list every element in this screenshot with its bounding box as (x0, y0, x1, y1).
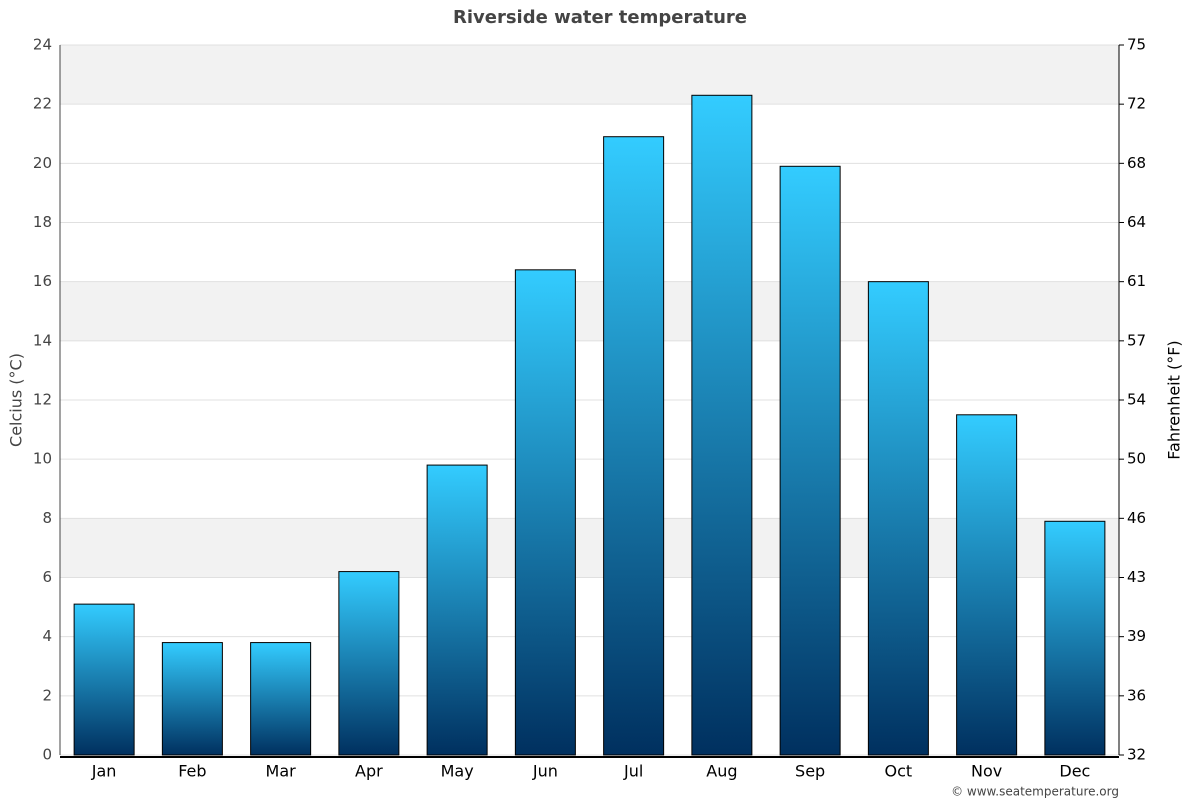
y2-tick-label: 46 (1127, 509, 1146, 527)
y-tick-label: 12 (33, 391, 52, 409)
x-tick-label: Apr (355, 762, 383, 781)
y-tick-label: 24 (33, 36, 52, 54)
grid-band (60, 45, 1119, 105)
y2-tick-label: 43 (1127, 568, 1146, 586)
bar (691, 94, 753, 756)
y2-tick-label: 54 (1127, 391, 1146, 409)
y2-tick-label: 64 (1127, 213, 1146, 231)
y2-tick-label: 39 (1127, 627, 1146, 645)
y-tick-label: 6 (42, 568, 52, 586)
y-tick-label: 16 (33, 272, 52, 290)
y2-tick-label: 36 (1127, 686, 1146, 704)
chart-title: Riverside water temperature (453, 7, 747, 28)
grid-band (60, 518, 1119, 578)
x-tick-label: Oct (885, 762, 913, 781)
y2-tick-label: 68 (1127, 154, 1146, 172)
x-tick-label: Mar (266, 762, 297, 781)
grid-band (60, 281, 1119, 341)
x-tick-label: Nov (971, 762, 1002, 781)
bar (338, 571, 400, 756)
y2-tick-label: 32 (1127, 746, 1146, 764)
y-tick-label: 2 (42, 686, 52, 704)
y-tick-label: 22 (33, 95, 52, 113)
bar (161, 642, 223, 756)
y2-tick-label: 57 (1127, 331, 1146, 349)
x-tick-label: Dec (1059, 762, 1090, 781)
y-tick-label: 14 (33, 331, 52, 349)
y-tick-label: 18 (33, 213, 52, 231)
bar (514, 269, 576, 756)
bar (1044, 520, 1106, 756)
x-tick-label: Sep (795, 762, 825, 781)
y2-tick-label: 50 (1127, 450, 1146, 468)
bar (73, 603, 135, 756)
y2-tick-label: 75 (1127, 36, 1146, 54)
x-tick-label: May (441, 762, 474, 781)
y-tick-label: 20 (33, 154, 52, 172)
y2-tick-label: 61 (1127, 272, 1146, 290)
x-tick-label: Aug (706, 762, 737, 781)
x-tick-label: Jan (91, 762, 117, 781)
y-tick-label: 10 (33, 450, 52, 468)
credit: © www.seatemperature.org (951, 785, 1119, 799)
bar (867, 281, 929, 756)
x-tick-label: Jul (623, 762, 643, 781)
y-tick-label: 4 (42, 627, 52, 645)
bar (426, 464, 488, 756)
bar (603, 136, 665, 756)
bar (956, 414, 1018, 756)
y-tick-label: 0 (42, 746, 52, 764)
x-tick-label: Jun (532, 762, 558, 781)
x-tick-label: Feb (178, 762, 206, 781)
bar (779, 165, 841, 756)
y2-tick-label: 72 (1127, 95, 1146, 113)
y-axis-label: Celcius (°C) (7, 353, 26, 447)
bar (250, 642, 312, 756)
y-tick-label: 8 (42, 509, 52, 527)
y2-axis-label: Fahrenheit (°F) (1165, 340, 1184, 459)
